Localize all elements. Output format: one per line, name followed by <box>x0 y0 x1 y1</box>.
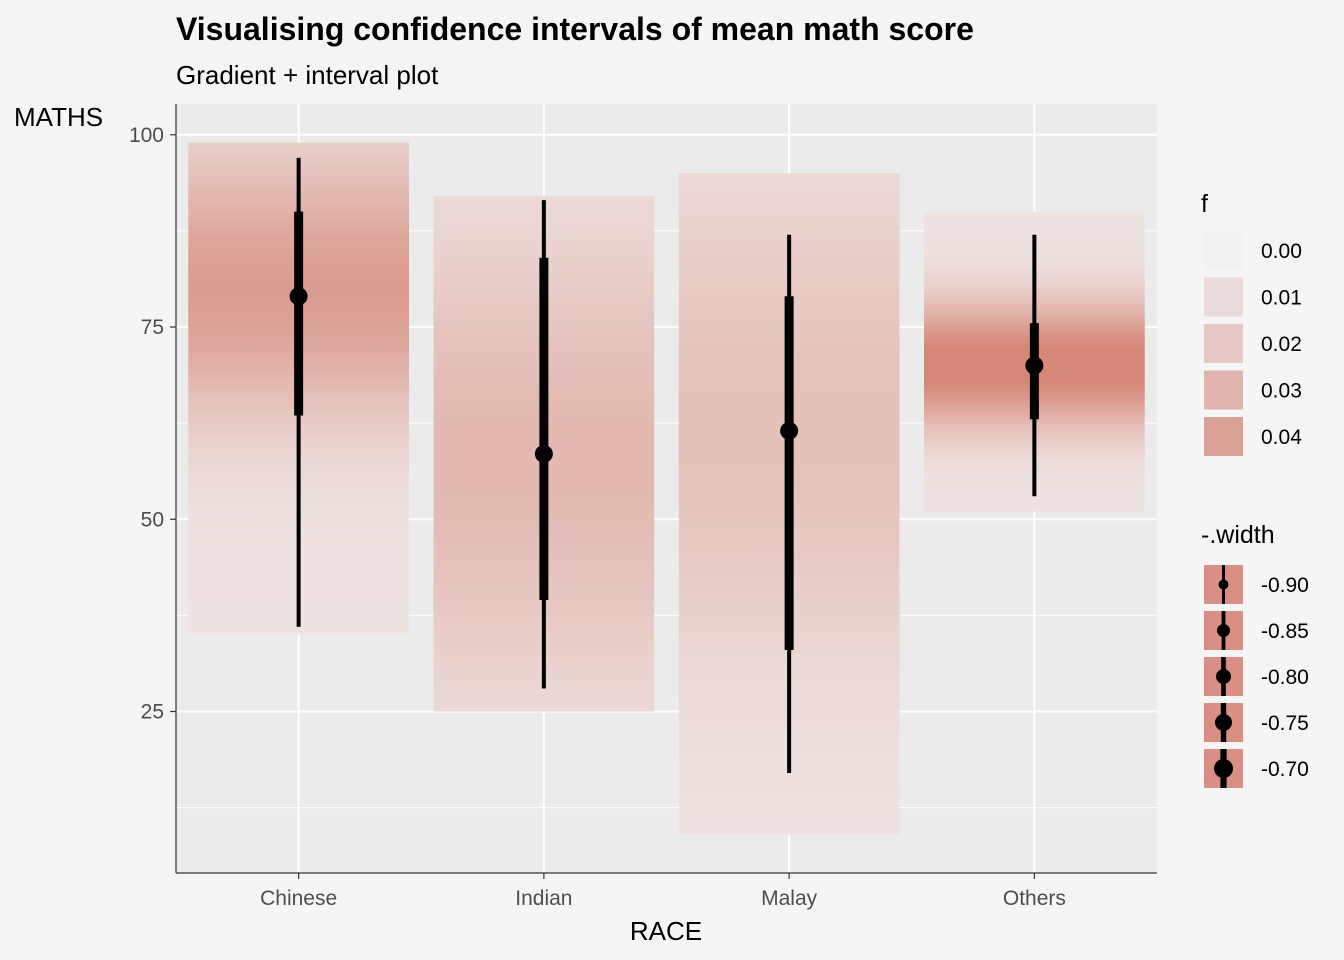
point-estimate-others <box>1025 356 1044 375</box>
legend-fill-label: 0.04 <box>1261 426 1302 449</box>
y-tick-label: 75 <box>141 316 164 339</box>
y-tick-label: 50 <box>141 508 164 531</box>
legend-fill-key <box>1204 417 1243 456</box>
x-tick-label: Others <box>1003 887 1066 910</box>
legend-fill-label: 0.00 <box>1261 240 1302 263</box>
legend-width-point <box>1215 714 1232 731</box>
point-estimate-indian <box>534 444 553 463</box>
legend-fill-key <box>1204 324 1243 363</box>
chart-title: Visualising confidence intervals of mean… <box>176 11 974 47</box>
legend-fill-title: f <box>1201 190 1208 218</box>
x-tick-label: Chinese <box>260 887 337 910</box>
legend-width-label: -0.80 <box>1261 666 1309 689</box>
point-estimate-chinese <box>289 287 308 306</box>
legend-width-label: -0.85 <box>1261 620 1309 643</box>
legend-width-label: -0.70 <box>1261 758 1309 781</box>
y-tick-label: 100 <box>129 124 164 147</box>
legend-width-point <box>1218 579 1229 590</box>
legend-width-point <box>1216 669 1231 684</box>
legend-width-label: -0.90 <box>1261 574 1309 597</box>
x-axis-title: RACE <box>630 916 702 946</box>
x-ticks: Chinese Indian Malay Others <box>260 873 1066 910</box>
legend-width-point <box>1214 759 1233 778</box>
y-ticks: 25 50 75 100 <box>129 124 176 724</box>
legend-width-title: -.width <box>1201 521 1275 549</box>
legend-fill-key <box>1204 370 1243 410</box>
legend-fill-key <box>1204 277 1243 317</box>
x-tick-label: Indian <box>515 887 572 910</box>
x-tick-label: Malay <box>761 887 818 910</box>
legend-width: -.width -0.90 -0.85 -0.80 -0.75 -0.70 <box>1201 521 1309 788</box>
y-axis-title: MATHS <box>14 102 103 132</box>
chart-subtitle: Gradient + interval plot <box>176 60 439 90</box>
legend-width-label: -0.75 <box>1261 712 1309 735</box>
legend-fill-label: 0.02 <box>1261 333 1302 356</box>
legend-fill-label: 0.03 <box>1261 380 1302 403</box>
point-estimate-malay <box>780 421 799 440</box>
y-tick-label: 25 <box>141 701 164 724</box>
legend-width-point <box>1217 624 1230 637</box>
legend-fill-key <box>1204 231 1243 270</box>
legend-fill-label: 0.01 <box>1261 287 1302 310</box>
legend-fill: f 0.00 0.01 0.02 0.03 0.04 <box>1201 190 1302 456</box>
intervals <box>289 157 1044 774</box>
